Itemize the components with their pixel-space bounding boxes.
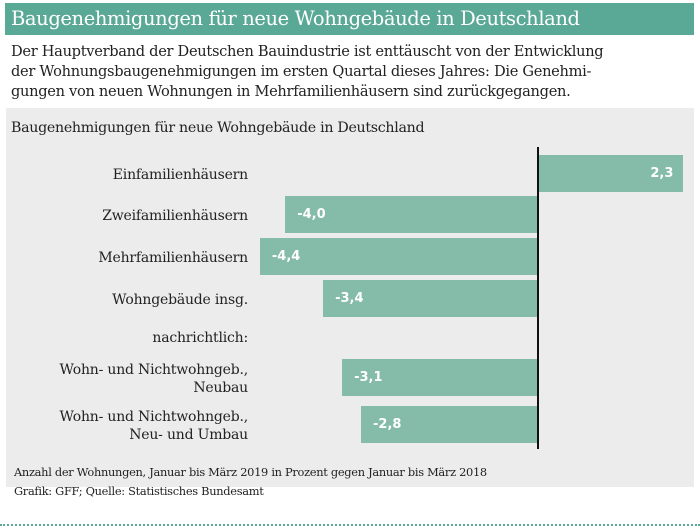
intro-line: Der Hauptverband der Deutschen Bauindust… <box>11 43 604 60</box>
data-label: -3,4 <box>335 291 364 306</box>
bar <box>323 280 538 317</box>
category-label-line: Zweifamilienhäusern <box>102 207 248 224</box>
category-label-line: Einfamilienhäusern <box>112 166 248 183</box>
category-label: Wohn- und Nichtwohngeb., Neubau <box>60 361 249 397</box>
data-label: -2,8 <box>373 417 402 432</box>
category-label: Wohngebäude insg. <box>112 291 248 309</box>
divider <box>0 524 700 526</box>
bar <box>361 406 538 443</box>
bar <box>342 359 538 396</box>
category-label-line: Wohngebäude insg. <box>112 291 248 308</box>
bar <box>259 238 538 275</box>
chart-title: Baugenehmigungen für neue Wohngebäude in… <box>11 120 425 136</box>
chart-note: Anzahl der Wohnungen, Januar bis März 20… <box>14 465 487 479</box>
intro-text: Der Hauptverband der Deutschen Bauindust… <box>11 42 691 102</box>
intro-line: der Wohnungsbaugenehmigungen im ersten Q… <box>11 63 592 80</box>
chart-source: Grafik: GFF; Quelle: Statistisches Bunde… <box>14 484 264 498</box>
data-label: 2,3 <box>650 166 674 181</box>
bar <box>285 196 538 233</box>
category-label: Mehrfamilienhäusern <box>98 249 248 267</box>
group-label: nachrichtlich: <box>152 330 248 346</box>
category-label-line: Wohn- und Nichtwohngeb., <box>59 361 249 378</box>
data-label: -4,4 <box>271 249 301 264</box>
bar <box>538 155 684 192</box>
category-label: Wohn- und Nichtwohngeb., Neu- und Umbau <box>60 408 249 444</box>
page-title: Baugenehmigungen für neue Wohngebäude in… <box>11 7 580 30</box>
category-label: Zweifamilienhäusern <box>102 207 248 225</box>
category-label-line: Wohn- und Nichtwohngeb., <box>59 408 249 425</box>
data-label: -4,0 <box>297 207 326 222</box>
category-label-line: Mehrfamilienhäusern <box>98 249 248 266</box>
header-bar: Baugenehmigungen für neue Wohngebäude in… <box>5 3 694 35</box>
zero-axis-line <box>537 147 539 449</box>
category-label-line: Neubau <box>193 379 248 396</box>
category-label: Einfamilienhäusern <box>113 166 248 184</box>
data-label: -3,1 <box>354 370 383 385</box>
intro-line: gungen von neuen Wohnungen in Mehrfamili… <box>11 83 571 100</box>
category-label-line: Neu- und Umbau <box>129 426 248 443</box>
